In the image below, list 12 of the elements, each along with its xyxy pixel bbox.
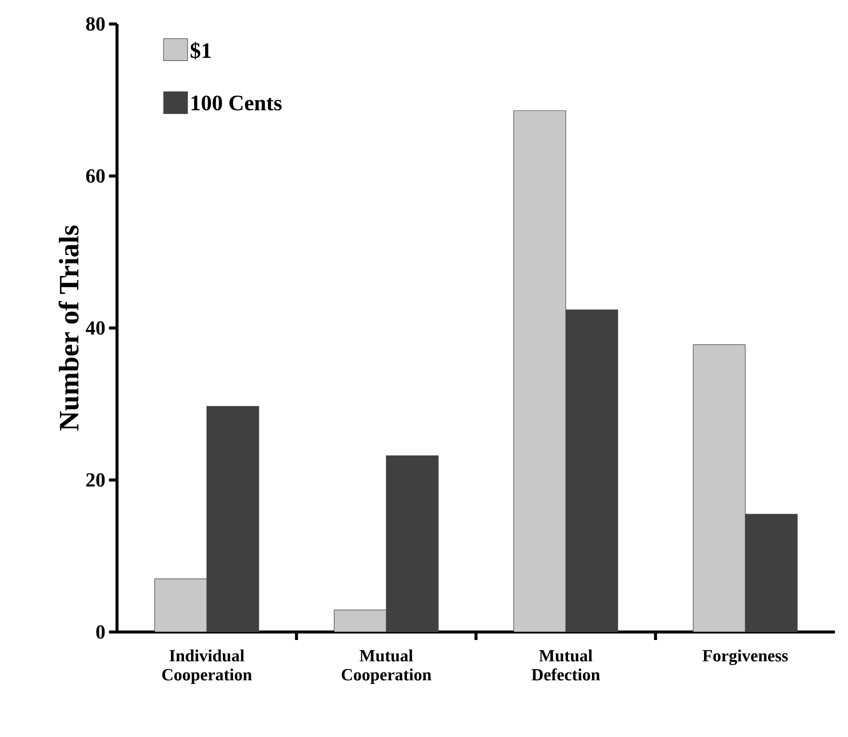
y-tick-label: 20: [86, 473, 105, 487]
x-tick-label: Mutual Cooperation: [342, 650, 432, 684]
y-tick-label: 0: [96, 625, 105, 639]
y-axis-title: Number of Trials: [58, 225, 79, 431]
x-tick-label: Individual Cooperation: [162, 650, 252, 684]
x-tick-label: Mutual Defection: [532, 650, 600, 680]
legend-label: $1: [190, 42, 211, 60]
legend-label: 100 Cents: [192, 96, 282, 110]
y-tick-label: 80: [86, 17, 105, 31]
y-tick-label: 40: [86, 321, 105, 335]
y-tick-label: 60: [86, 169, 105, 183]
x-tick-label: Forgiveness: [702, 650, 788, 666]
